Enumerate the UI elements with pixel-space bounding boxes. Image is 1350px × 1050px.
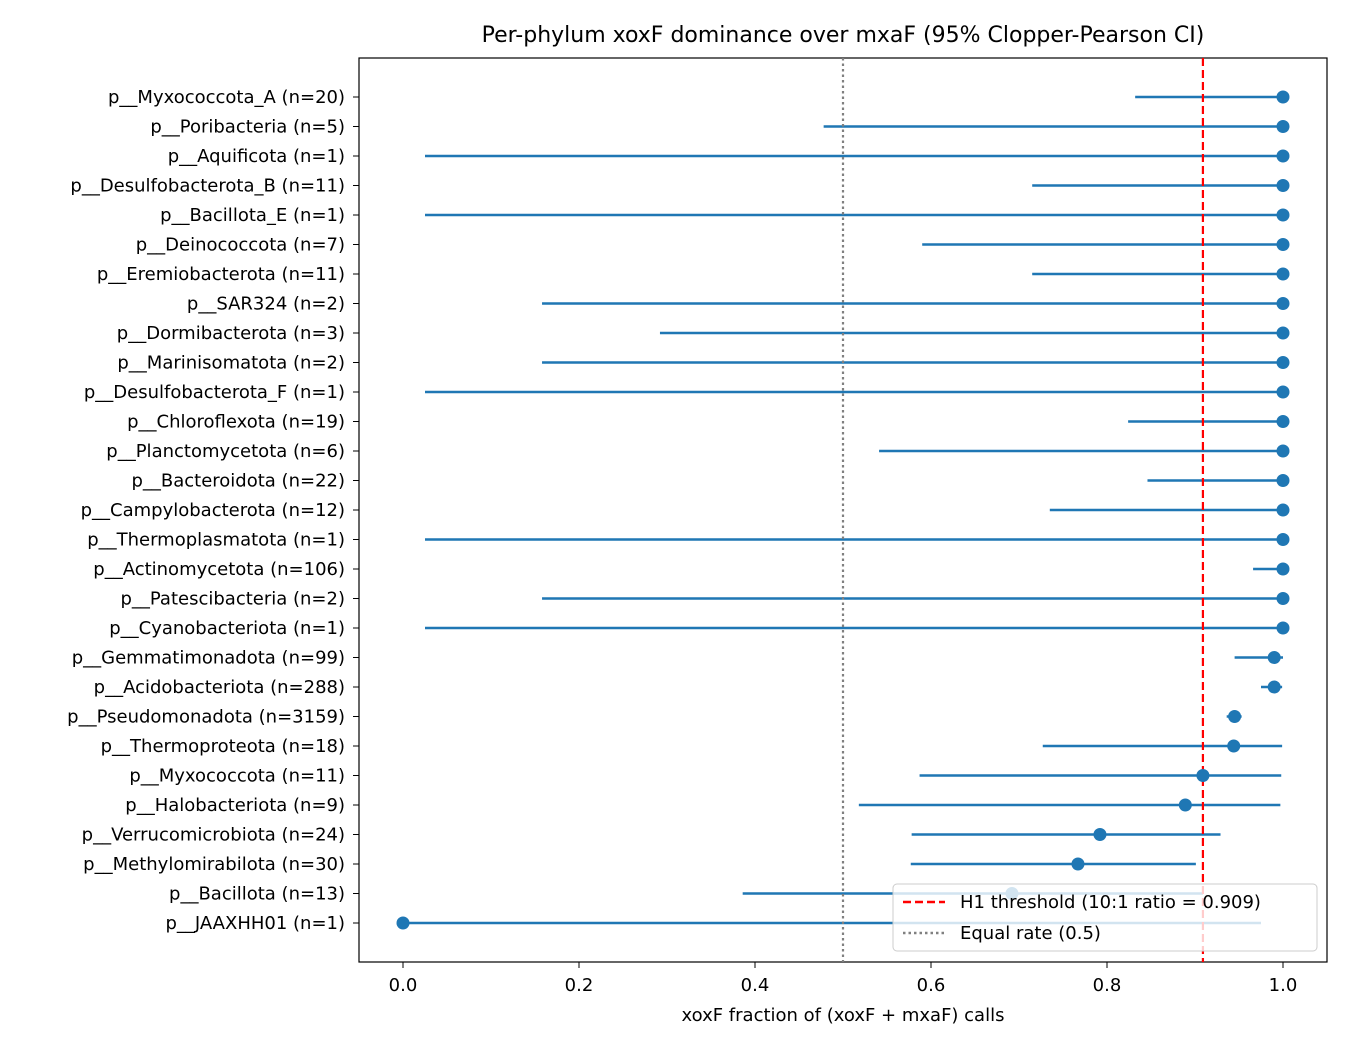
x-tick-label: 1.0 — [1269, 975, 1298, 996]
y-tick-label: p__Desulfobacterota_B (n=11) — [70, 176, 345, 197]
y-tick-label: p__Methylomirabilota (n=30) — [83, 854, 345, 875]
data-point — [1276, 533, 1290, 546]
data-point — [1276, 297, 1290, 310]
y-tick-label: p__Bacteroidota (n=22) — [131, 471, 345, 492]
y-tick-label: p__Marinisomatota (n=2) — [117, 353, 345, 374]
data-point — [1276, 444, 1290, 458]
y-tick-label: p__Halobacteriota (n=9) — [125, 795, 345, 816]
y-tick-label: p__Thermoproteota (n=18) — [101, 736, 345, 757]
y-tick-label: p__Bacillota (n=13) — [169, 884, 345, 905]
y-tick-label: p__Actinomycetota (n=106) — [93, 559, 345, 580]
y-tick-label: p__Desulfobacterota_F (n=1) — [84, 382, 345, 403]
y-tick-label: p__Gemmatimonadota (n=99) — [72, 648, 345, 669]
data-point — [1276, 208, 1290, 222]
data-point — [1276, 356, 1290, 369]
legend: H1 threshold (10:1 ratio = 0.909) Equal … — [892, 883, 1318, 952]
x-tick-label: 0.0 — [389, 975, 418, 996]
data-point — [1276, 120, 1290, 133]
legend-threshold-label: H1 threshold (10:1 ratio = 0.909) — [960, 892, 1261, 913]
y-tick-label: p__Patescibacteria (n=2) — [120, 589, 345, 610]
data-point — [1276, 621, 1290, 635]
y-tick-label: p__Eremiobacterota (n=11) — [97, 264, 345, 285]
data-point — [1276, 474, 1290, 487]
y-tick-label: p__Poribacteria (n=5) — [150, 117, 345, 138]
y-tick-label: p__Cyanobacteriota (n=1) — [109, 618, 345, 639]
x-tick-label: 0.2 — [565, 975, 594, 996]
chart-title: Per-phylum xoxF dominance over mxaF (95%… — [482, 23, 1205, 48]
y-tick-label: p__SAR324 (n=2) — [187, 294, 345, 315]
y-tick-label: p__Aquificota (n=1) — [168, 146, 345, 167]
y-tick-label: p__Dormibacterota (n=3) — [117, 323, 345, 344]
y-tick-label: p__Verrucomicrobiota (n=24) — [82, 825, 345, 846]
data-point — [1276, 149, 1290, 163]
data-point — [1071, 857, 1085, 871]
data-point — [1227, 739, 1241, 753]
data-point — [1196, 769, 1210, 782]
y-tick-label: p__Chloroflexota (n=19) — [127, 412, 345, 433]
data-point — [1276, 267, 1290, 281]
data-point — [1276, 238, 1290, 251]
legend-equal-label: Equal rate (0.5) — [960, 923, 1101, 944]
x-tick-label: 0.4 — [741, 975, 770, 996]
y-tick-label: p__Thermoplasmatota (n=1) — [87, 530, 345, 551]
data-point — [1276, 562, 1290, 576]
data-point — [1093, 828, 1107, 841]
y-tick-label: p__Pseudomonadota (n=3159) — [67, 707, 345, 728]
x-tick-label: 0.6 — [917, 975, 946, 996]
y-tick-label: p__Acidobacteriota (n=288) — [94, 677, 345, 698]
data-point — [1276, 415, 1290, 428]
y-tick-label: p__JAAXHH01 (n=1) — [165, 913, 345, 934]
data-point — [1276, 326, 1290, 340]
y-tick-label: p__Deinococcota (n=7) — [136, 235, 345, 256]
data-point — [1178, 798, 1192, 812]
data-point — [1276, 179, 1290, 192]
data-point — [1276, 592, 1290, 605]
data-point — [1267, 680, 1281, 694]
data-point — [1276, 90, 1290, 104]
data-point — [1228, 710, 1242, 723]
x-axis-label: xoxF fraction of (xoxF + mxaF) calls — [682, 1005, 1005, 1026]
data-point — [396, 916, 410, 930]
y-tick-label: p__Bacillota_E (n=1) — [160, 205, 345, 226]
data-point — [1276, 503, 1290, 517]
x-tick-label: 0.8 — [1093, 975, 1122, 996]
y-tick-label: p__Planctomycetota (n=6) — [106, 441, 345, 462]
data-point — [1267, 651, 1281, 664]
y-tick-label: p__Campylobacterota (n=12) — [81, 500, 345, 521]
data-point — [1276, 385, 1290, 399]
y-tick-label: p__Myxococcota_A (n=20) — [108, 87, 345, 108]
y-tick-label: p__Myxococcota (n=11) — [129, 766, 345, 787]
legend-box — [892, 883, 1318, 952]
